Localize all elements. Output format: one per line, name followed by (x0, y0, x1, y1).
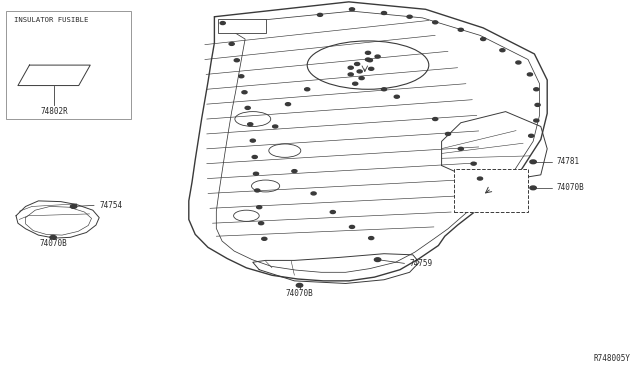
Circle shape (445, 132, 451, 135)
Circle shape (252, 155, 257, 158)
Circle shape (285, 103, 291, 106)
Circle shape (355, 62, 360, 65)
Circle shape (516, 61, 521, 64)
Circle shape (381, 12, 387, 15)
Bar (6, 11, 131, 119)
Circle shape (433, 21, 438, 24)
Circle shape (248, 123, 253, 126)
Text: INSULATOR FUSIBLE: INSULATOR FUSIBLE (14, 17, 88, 23)
Circle shape (359, 77, 364, 80)
Text: 74070B: 74070B (557, 183, 584, 192)
Circle shape (348, 66, 353, 69)
Circle shape (349, 8, 355, 11)
Circle shape (229, 42, 234, 45)
Circle shape (245, 106, 250, 109)
Circle shape (255, 189, 260, 192)
Circle shape (220, 22, 225, 25)
Circle shape (471, 162, 476, 165)
Circle shape (394, 95, 399, 98)
Text: 74802R: 74802R (40, 107, 68, 116)
Circle shape (317, 13, 323, 16)
Circle shape (70, 205, 77, 208)
Circle shape (311, 192, 316, 195)
Circle shape (296, 283, 303, 287)
Circle shape (500, 49, 505, 52)
Circle shape (529, 134, 534, 137)
Text: 74070B: 74070B (39, 239, 67, 248)
Circle shape (365, 51, 371, 54)
Circle shape (259, 222, 264, 225)
Circle shape (292, 170, 297, 173)
Circle shape (330, 211, 335, 214)
Circle shape (530, 160, 536, 164)
Circle shape (250, 139, 255, 142)
Circle shape (253, 172, 259, 175)
Circle shape (407, 15, 412, 18)
Circle shape (381, 88, 387, 91)
Circle shape (481, 38, 486, 41)
Circle shape (369, 237, 374, 240)
Circle shape (534, 88, 539, 91)
Bar (218, 19, 266, 33)
Text: 74070B: 74070B (285, 289, 314, 298)
Circle shape (375, 55, 380, 58)
Circle shape (374, 258, 381, 262)
Circle shape (458, 28, 463, 31)
Circle shape (477, 177, 483, 180)
Circle shape (353, 82, 358, 85)
Circle shape (234, 59, 239, 62)
Circle shape (357, 70, 362, 73)
Circle shape (242, 91, 247, 94)
Circle shape (535, 103, 540, 106)
Circle shape (273, 125, 278, 128)
Circle shape (257, 206, 262, 209)
Circle shape (367, 59, 372, 62)
Bar (454, 169, 528, 212)
Text: 74759: 74759 (410, 259, 433, 268)
Circle shape (530, 186, 536, 190)
Circle shape (534, 119, 539, 122)
Circle shape (239, 75, 244, 78)
Circle shape (369, 67, 374, 70)
Text: R748005Y: R748005Y (593, 354, 630, 363)
Circle shape (348, 73, 353, 76)
Circle shape (527, 73, 532, 76)
Circle shape (365, 58, 371, 61)
Circle shape (50, 235, 56, 239)
Circle shape (458, 147, 463, 150)
Text: 74781: 74781 (557, 157, 580, 166)
Text: 74754: 74754 (99, 201, 122, 210)
Circle shape (433, 118, 438, 121)
Circle shape (262, 237, 267, 240)
Circle shape (305, 88, 310, 91)
Circle shape (349, 225, 355, 228)
